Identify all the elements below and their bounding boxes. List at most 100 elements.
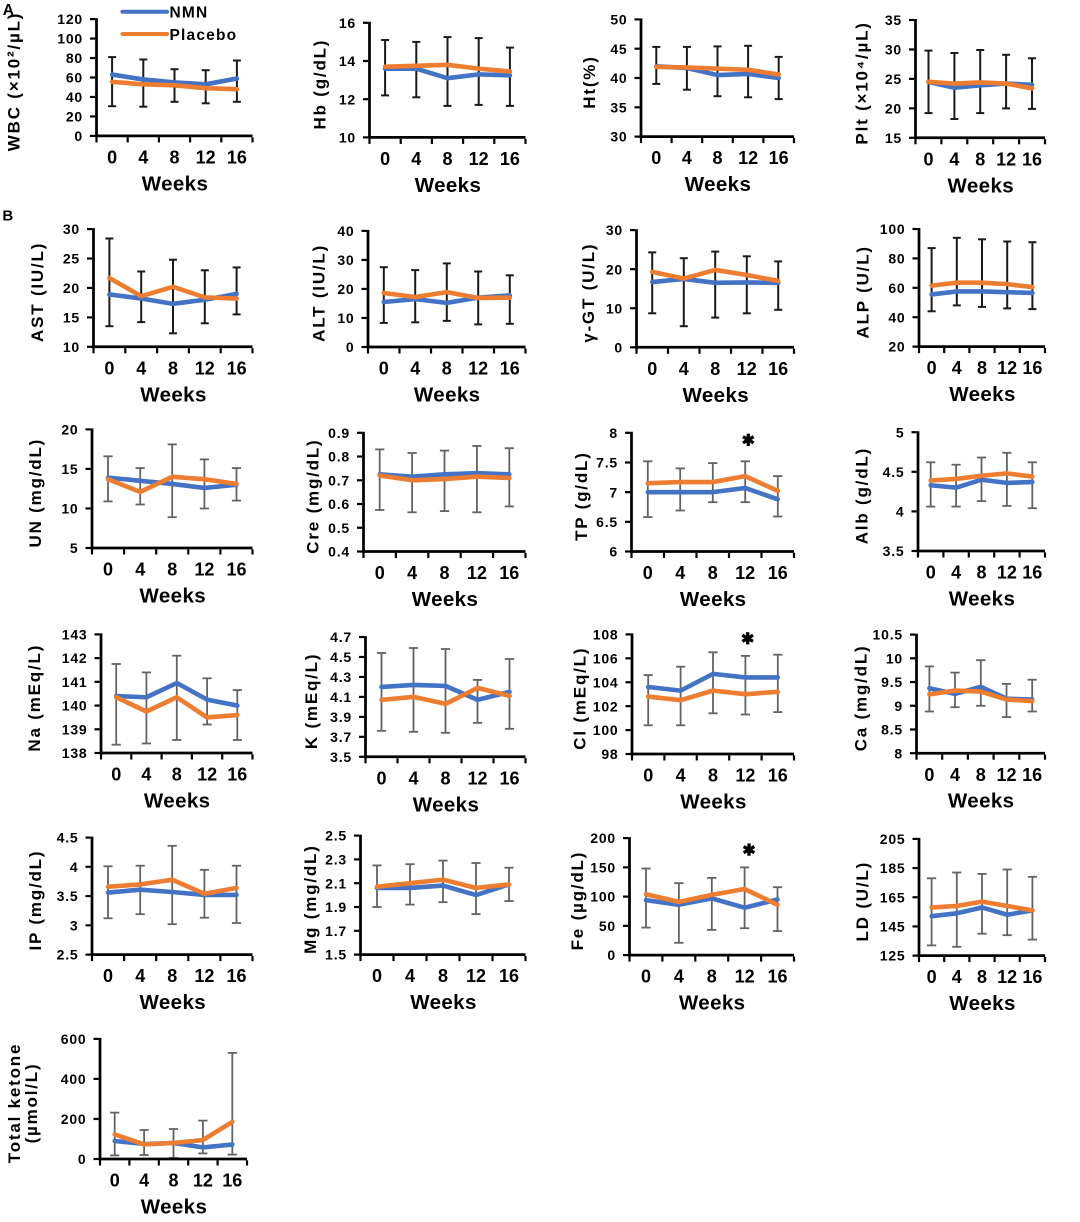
- svg-text:Weeks: Weeks: [948, 174, 1015, 197]
- svg-text:4: 4: [407, 563, 417, 583]
- svg-text:10: 10: [886, 650, 903, 666]
- svg-text:30: 30: [606, 222, 623, 238]
- svg-text:12: 12: [737, 359, 757, 379]
- svg-text:B: B: [2, 208, 13, 225]
- svg-text:12: 12: [735, 967, 755, 987]
- svg-text:5: 5: [70, 540, 79, 556]
- svg-text:50: 50: [599, 918, 616, 934]
- svg-text:4: 4: [682, 148, 692, 168]
- svg-text:Weeks: Weeks: [140, 383, 207, 406]
- svg-text:12: 12: [997, 563, 1017, 583]
- svg-text:10: 10: [63, 339, 80, 355]
- svg-text:4: 4: [674, 967, 684, 987]
- svg-text:4: 4: [410, 359, 420, 379]
- svg-text:10.5: 10.5: [873, 627, 903, 643]
- svg-text:Total ketone: Total ketone: [5, 1043, 24, 1163]
- svg-text:4: 4: [949, 149, 959, 169]
- svg-text:8: 8: [977, 358, 987, 378]
- svg-text:9: 9: [894, 698, 903, 714]
- svg-text:15: 15: [61, 461, 78, 477]
- svg-text:100: 100: [593, 722, 619, 738]
- svg-text:0: 0: [74, 128, 83, 144]
- svg-text:(µmol/L): (µmol/L): [22, 1063, 41, 1144]
- svg-text:16: 16: [227, 358, 247, 378]
- svg-text:6: 6: [609, 544, 618, 560]
- svg-text:0: 0: [78, 1151, 87, 1167]
- svg-text:4.5: 4.5: [883, 464, 905, 480]
- svg-text:3.9: 3.9: [330, 709, 352, 725]
- svg-text:γ-GT (U/L): γ-GT (U/L): [579, 243, 598, 343]
- svg-text:4.7: 4.7: [330, 629, 352, 645]
- svg-text:142: 142: [62, 650, 88, 666]
- svg-text:0.6: 0.6: [328, 496, 350, 512]
- svg-text:16: 16: [499, 966, 519, 986]
- svg-text:8: 8: [976, 765, 986, 785]
- svg-text:150: 150: [590, 860, 616, 876]
- svg-text:IP (mg/dL): IP (mg/dL): [26, 850, 45, 951]
- svg-text:16: 16: [227, 148, 247, 168]
- svg-text:16: 16: [1022, 967, 1042, 987]
- svg-text:0: 0: [927, 358, 937, 378]
- svg-text:8: 8: [710, 359, 720, 379]
- svg-text:Fe (µg/dL): Fe (µg/dL): [568, 851, 587, 951]
- svg-text:12: 12: [735, 766, 755, 786]
- svg-text:30: 30: [63, 221, 80, 237]
- svg-text:16: 16: [500, 359, 520, 379]
- svg-text:16: 16: [768, 359, 788, 379]
- svg-text:Cre (mg/dL): Cre (mg/dL): [304, 439, 323, 554]
- svg-text:WBC (×10²/µL): WBC (×10²/µL): [5, 12, 24, 151]
- svg-text:45: 45: [610, 41, 627, 57]
- svg-text:Weeks: Weeks: [685, 173, 752, 196]
- svg-text:12: 12: [194, 966, 214, 986]
- svg-text:20: 20: [61, 422, 78, 438]
- svg-text:A: A: [3, 2, 14, 19]
- svg-text:138: 138: [62, 745, 88, 761]
- svg-text:0: 0: [607, 947, 616, 963]
- svg-text:12: 12: [467, 768, 487, 788]
- svg-text:0: 0: [641, 967, 651, 987]
- svg-text:165: 165: [880, 889, 906, 905]
- svg-text:ALT (IU/L): ALT (IU/L): [309, 244, 328, 342]
- svg-text:Weeks: Weeks: [680, 791, 747, 814]
- svg-text:16: 16: [227, 765, 247, 785]
- svg-text:0: 0: [110, 1171, 120, 1191]
- svg-text:16: 16: [499, 563, 519, 583]
- svg-text:0: 0: [111, 765, 121, 785]
- svg-text:8: 8: [975, 149, 985, 169]
- svg-text:12: 12: [194, 560, 214, 580]
- svg-text:4: 4: [952, 358, 962, 378]
- svg-text:0: 0: [379, 359, 389, 379]
- svg-text:50: 50: [610, 12, 627, 28]
- svg-text:0: 0: [346, 339, 355, 355]
- svg-text:12: 12: [197, 765, 217, 785]
- svg-text:140: 140: [62, 698, 88, 714]
- svg-text:4: 4: [405, 966, 415, 986]
- svg-text:35: 35: [885, 12, 902, 28]
- svg-text:20: 20: [66, 109, 83, 125]
- svg-text:12: 12: [196, 148, 216, 168]
- svg-text:4: 4: [679, 359, 689, 379]
- svg-text:2.1: 2.1: [325, 875, 347, 891]
- svg-text:25: 25: [63, 251, 80, 267]
- svg-text:106: 106: [593, 650, 619, 666]
- svg-text:9.5: 9.5: [881, 674, 903, 690]
- svg-text:8: 8: [707, 967, 717, 987]
- svg-text:0: 0: [107, 148, 117, 168]
- svg-text:16: 16: [1022, 149, 1042, 169]
- svg-text:8: 8: [894, 745, 903, 761]
- svg-text:8: 8: [168, 358, 178, 378]
- svg-text:Weeks: Weeks: [949, 588, 1016, 611]
- svg-text:4: 4: [141, 765, 151, 785]
- svg-text:Weeks: Weeks: [679, 992, 746, 1015]
- svg-text:Weeks: Weeks: [141, 1196, 208, 1218]
- svg-text:8: 8: [439, 563, 449, 583]
- svg-text:125: 125: [880, 948, 906, 964]
- svg-text:8: 8: [442, 359, 452, 379]
- svg-text:4: 4: [950, 765, 960, 785]
- svg-text:139: 139: [62, 721, 88, 737]
- svg-text:0: 0: [647, 359, 657, 379]
- svg-text:30: 30: [885, 42, 902, 58]
- svg-text:12: 12: [738, 148, 758, 168]
- svg-text:10: 10: [606, 300, 623, 316]
- svg-text:60: 60: [66, 70, 83, 86]
